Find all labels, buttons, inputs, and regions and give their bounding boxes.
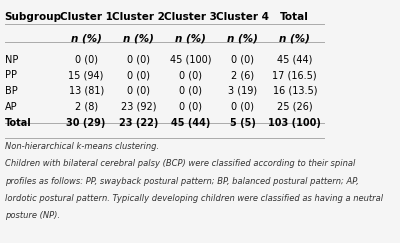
Text: Cluster 2: Cluster 2 xyxy=(112,12,165,22)
Text: 5 (5): 5 (5) xyxy=(230,118,256,128)
Text: 13 (81): 13 (81) xyxy=(68,86,104,96)
Text: 0 (0): 0 (0) xyxy=(179,102,202,112)
Text: 0 (0): 0 (0) xyxy=(127,86,150,96)
Text: Cluster 3: Cluster 3 xyxy=(164,12,217,22)
Text: 23 (22): 23 (22) xyxy=(119,118,158,128)
Text: 45 (100): 45 (100) xyxy=(170,55,211,65)
Text: 30 (29): 30 (29) xyxy=(66,118,106,128)
Text: BP: BP xyxy=(5,86,17,96)
Text: 0 (0): 0 (0) xyxy=(127,55,150,65)
Text: NP: NP xyxy=(5,55,18,65)
Text: Cluster 4: Cluster 4 xyxy=(216,12,269,22)
Text: 45 (44): 45 (44) xyxy=(171,118,210,128)
Text: profiles as follows: PP, swayback postural pattern; BP, balanced postural patter: profiles as follows: PP, swayback postur… xyxy=(5,176,358,185)
Text: Subgroup: Subgroup xyxy=(5,12,62,22)
Text: n (%): n (%) xyxy=(227,34,258,44)
Text: lordotic postural pattern. Typically developing children were classified as havi: lordotic postural pattern. Typically dev… xyxy=(5,194,383,203)
Text: 15 (94): 15 (94) xyxy=(68,70,104,80)
Text: Total: Total xyxy=(280,12,309,22)
Text: PP: PP xyxy=(5,70,17,80)
Text: Non-hierarchical k-means clustering.: Non-hierarchical k-means clustering. xyxy=(5,142,159,151)
Text: 0 (0): 0 (0) xyxy=(127,70,150,80)
Text: 0 (0): 0 (0) xyxy=(179,86,202,96)
Text: 3 (19): 3 (19) xyxy=(228,86,257,96)
Text: 23 (92): 23 (92) xyxy=(120,102,156,112)
Text: 25 (26): 25 (26) xyxy=(277,102,312,112)
Text: n (%): n (%) xyxy=(71,34,102,44)
Text: 16 (13.5): 16 (13.5) xyxy=(272,86,317,96)
Text: Total: Total xyxy=(5,118,31,128)
Text: n (%): n (%) xyxy=(123,34,154,44)
Text: n (%): n (%) xyxy=(175,34,206,44)
Text: 2 (8): 2 (8) xyxy=(74,102,98,112)
Text: 0 (0): 0 (0) xyxy=(231,55,254,65)
Text: 2 (6): 2 (6) xyxy=(231,70,254,80)
Text: posture (NP).: posture (NP). xyxy=(5,211,60,220)
Text: 0 (0): 0 (0) xyxy=(75,55,98,65)
Text: Cluster 1: Cluster 1 xyxy=(60,12,112,22)
Text: Children with bilateral cerebral palsy (BCP) were classified according to their : Children with bilateral cerebral palsy (… xyxy=(5,159,355,168)
Text: 45 (44): 45 (44) xyxy=(277,55,312,65)
Text: 0 (0): 0 (0) xyxy=(231,102,254,112)
Text: 17 (16.5): 17 (16.5) xyxy=(272,70,317,80)
Text: AP: AP xyxy=(5,102,17,112)
Text: n (%): n (%) xyxy=(279,34,310,44)
Text: 0 (0): 0 (0) xyxy=(179,70,202,80)
Text: 103 (100): 103 (100) xyxy=(268,118,321,128)
